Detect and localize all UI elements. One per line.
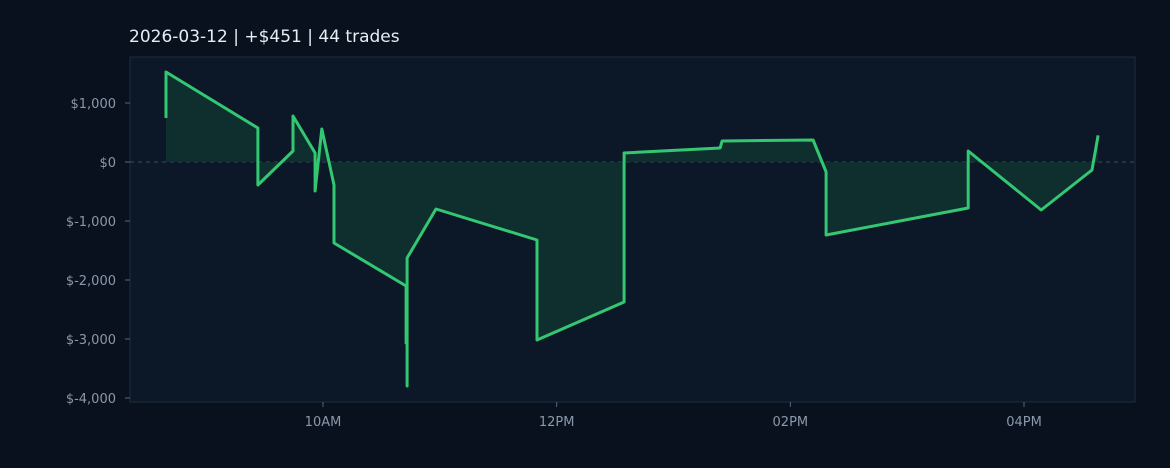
y-tick-label: $-2,000 <box>66 274 116 289</box>
line <box>164 70 1100 388</box>
y-tick-label: $0 <box>99 156 116 171</box>
x-tick-label: 04PM <box>1006 415 1042 430</box>
x-tick-label: 12PM <box>539 415 575 430</box>
y-tick-label: $1,000 <box>71 97 117 112</box>
x-tick-label: 02PM <box>773 415 809 430</box>
y-tick-label: $-1,000 <box>66 215 116 230</box>
x-tick-label: 10AM <box>305 415 342 430</box>
plot-area <box>129 56 1136 403</box>
area <box>166 72 1099 386</box>
y-tick-label: $-3,000 <box>66 333 116 348</box>
y-tick-label: $-4,000 <box>66 392 116 407</box>
chart-title: 2026-03-12 | +$451 | 44 trades <box>129 27 400 47</box>
